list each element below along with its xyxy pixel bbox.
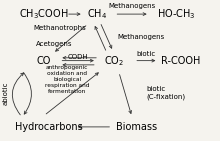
- FancyArrowPatch shape: [63, 56, 96, 59]
- Text: biotic
(C-fixation): biotic (C-fixation): [146, 86, 185, 100]
- FancyArrowPatch shape: [69, 13, 80, 16]
- Text: HO-CH$_3$: HO-CH$_3$: [157, 7, 195, 21]
- FancyArrowPatch shape: [117, 13, 146, 16]
- FancyArrowPatch shape: [24, 73, 31, 114]
- Text: CO$_2$: CO$_2$: [104, 54, 125, 68]
- Text: R-COOH: R-COOH: [161, 56, 200, 66]
- FancyArrowPatch shape: [101, 25, 112, 48]
- Text: Hydrocarbons: Hydrocarbons: [15, 122, 82, 132]
- Text: CO: CO: [37, 56, 51, 66]
- Text: CODH: CODH: [68, 54, 88, 60]
- Text: abiotic: abiotic: [2, 81, 9, 105]
- Text: anthropogenic
oxidation and
biological
respiration and
fermentation: anthropogenic oxidation and biological r…: [45, 65, 89, 94]
- FancyArrowPatch shape: [79, 125, 109, 128]
- Text: biotic: biotic: [137, 51, 156, 57]
- Text: Methanotrophs: Methanotrophs: [33, 25, 86, 31]
- Text: Acetogens: Acetogens: [36, 41, 72, 47]
- Text: Methanogens: Methanogens: [108, 3, 156, 9]
- FancyArrowPatch shape: [56, 26, 86, 51]
- Text: Biomass: Biomass: [116, 122, 157, 132]
- FancyArrowPatch shape: [137, 59, 155, 62]
- FancyArrowPatch shape: [12, 73, 24, 115]
- FancyArrowPatch shape: [120, 75, 132, 114]
- FancyArrowPatch shape: [95, 27, 106, 50]
- Text: Methanogens: Methanogens: [118, 34, 165, 40]
- FancyArrowPatch shape: [63, 63, 94, 66]
- FancyArrowPatch shape: [46, 73, 98, 114]
- FancyArrowPatch shape: [62, 59, 93, 62]
- Text: CH$_4$: CH$_4$: [87, 7, 107, 21]
- Text: CH$_3$COOH: CH$_3$COOH: [19, 7, 69, 21]
